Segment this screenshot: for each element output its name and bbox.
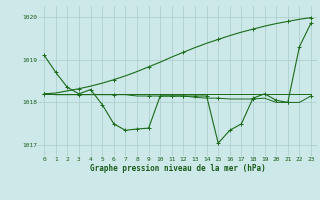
X-axis label: Graphe pression niveau de la mer (hPa): Graphe pression niveau de la mer (hPa) bbox=[90, 164, 266, 173]
